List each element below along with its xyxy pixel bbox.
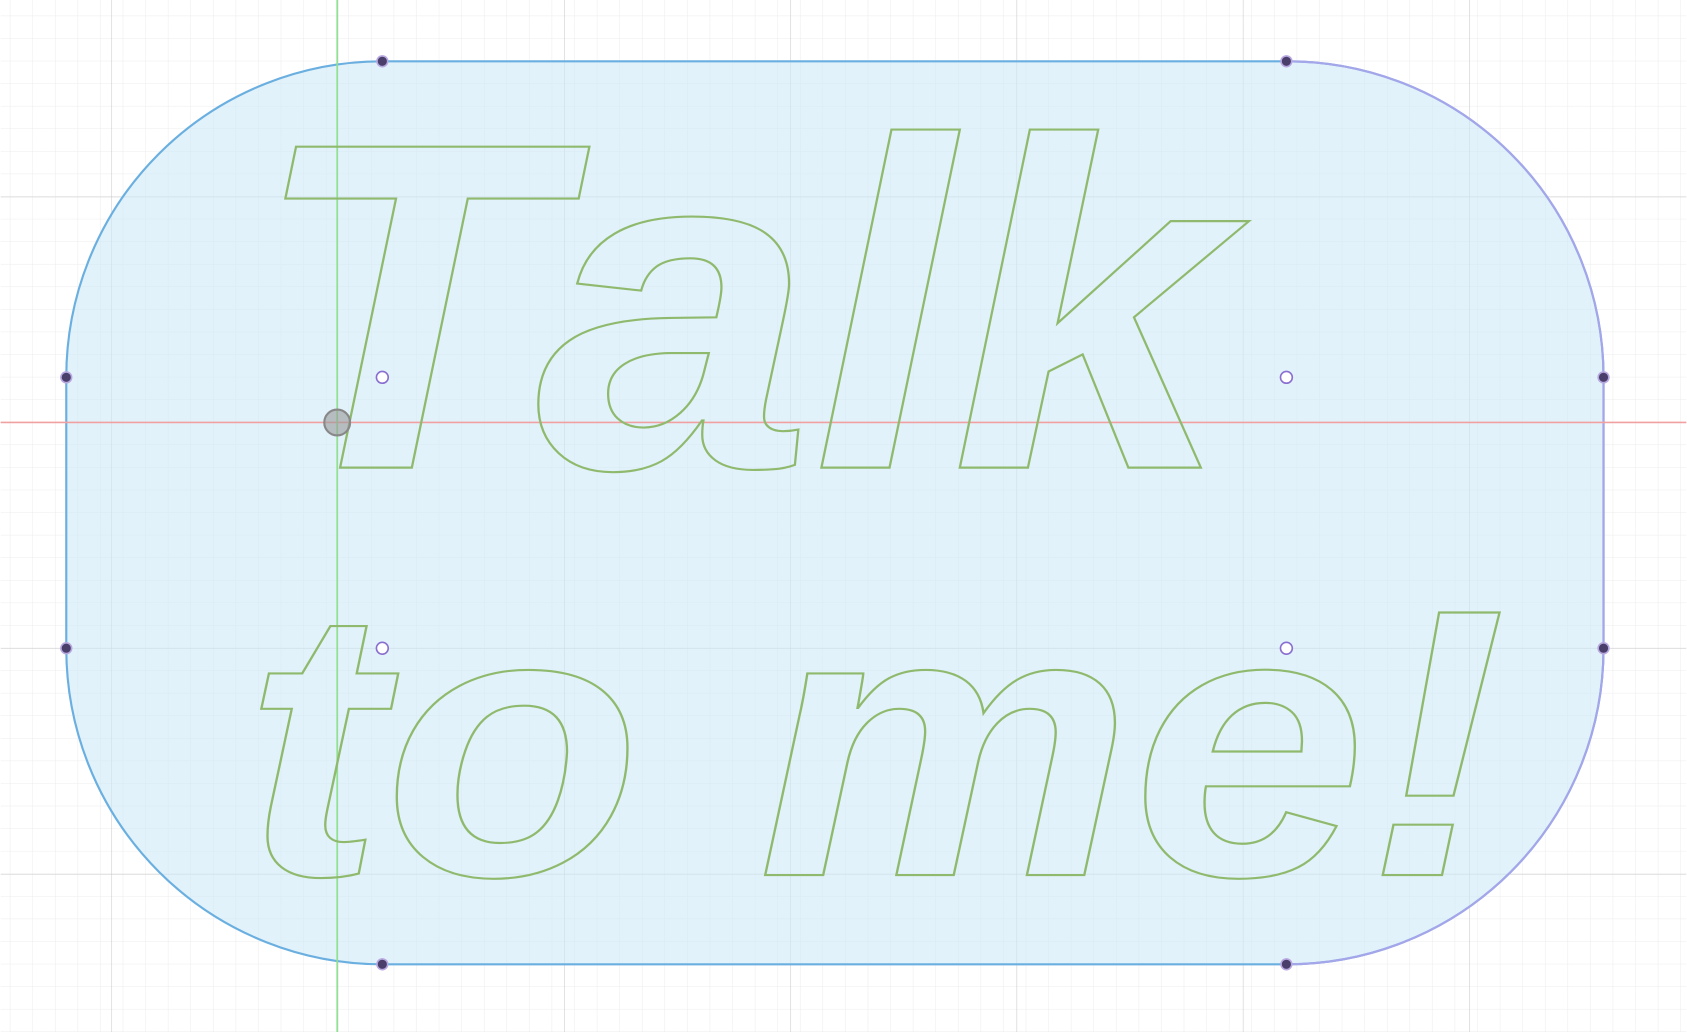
constraint-points [60, 55, 1610, 971]
profile-edge[interactable] [1286, 60, 1605, 966]
sketch-point[interactable] [1597, 371, 1610, 384]
sketch-point[interactable] [1280, 958, 1293, 971]
sketch-text[interactable]: Talk [249, 45, 1256, 568]
sketch-point[interactable] [60, 642, 73, 655]
sketch-point[interactable] [60, 371, 73, 384]
sketch-point[interactable] [1597, 642, 1610, 655]
sketch-text[interactable]: to me! [243, 529, 1508, 957]
center-point[interactable] [1279, 641, 1294, 655]
sketch-point[interactable] [376, 958, 389, 971]
origin[interactable] [323, 408, 352, 437]
center-point[interactable] [375, 641, 390, 655]
sketch-point[interactable] [376, 55, 389, 68]
center-point[interactable] [1279, 370, 1294, 385]
center-point[interactable] [375, 370, 390, 385]
sketch-point[interactable] [1280, 55, 1293, 68]
